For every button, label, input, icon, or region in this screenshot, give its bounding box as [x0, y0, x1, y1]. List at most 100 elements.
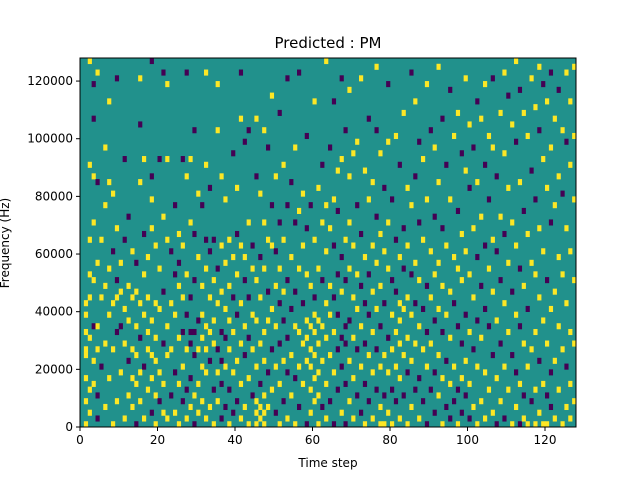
heatmap-cell [122, 156, 127, 163]
heatmap-cell [99, 363, 104, 370]
heatmap-cell [463, 167, 468, 174]
heatmap-cell [459, 277, 464, 284]
heatmap-cell [103, 340, 108, 347]
heatmap-cell [83, 300, 89, 307]
heatmap-cell [281, 236, 286, 243]
heatmap-cell [568, 380, 573, 387]
heatmap-cell [180, 363, 185, 370]
heatmap-cell [525, 421, 530, 428]
heatmap-cell [204, 236, 209, 243]
heatmap-cell [176, 334, 182, 341]
heatmap-cell [300, 190, 306, 197]
heatmap-cell [285, 202, 290, 209]
heatmap-cell [258, 190, 263, 197]
heatmap-cell [517, 380, 523, 387]
heatmap-cell [289, 254, 294, 261]
heatmap-cell [331, 294, 337, 301]
heatmap-cell [83, 398, 89, 405]
heatmap-cell [196, 380, 201, 387]
heatmap-cell [153, 300, 158, 307]
heatmap-cell [541, 248, 546, 255]
heatmap-cell [448, 334, 453, 341]
heatmap-cell [142, 271, 147, 278]
heatmap-cell [145, 294, 151, 301]
heatmap-cell [83, 311, 89, 318]
heatmap-cell [122, 415, 127, 422]
heatmap-cell [455, 207, 461, 214]
heatmap-cell [122, 236, 127, 243]
heatmap-cell [328, 311, 333, 318]
heatmap-cell [200, 282, 205, 289]
heatmap-cell [541, 421, 546, 428]
heatmap-cell [448, 288, 453, 295]
heatmap-cell [328, 352, 333, 359]
heatmap-cell [506, 328, 511, 336]
x-tick-label: 120 [534, 433, 557, 447]
heatmap-cell [424, 81, 430, 88]
heatmap-cell [176, 282, 182, 289]
heatmap-cell [517, 421, 523, 428]
heatmap-cell [351, 294, 356, 301]
heatmap-cell [196, 254, 201, 261]
heatmap-cell [506, 92, 511, 99]
heatmap-cell [122, 340, 127, 347]
heatmap-cell [335, 207, 340, 214]
heatmap-cell [436, 63, 441, 70]
heatmap-cell [289, 352, 294, 359]
heatmap-cell [196, 409, 201, 416]
heatmap-cell [180, 294, 185, 301]
heatmap-cell [452, 254, 457, 261]
heatmap-cell [393, 363, 399, 370]
heatmap-cell [316, 369, 321, 376]
heatmap-cell [165, 323, 170, 330]
heatmap-cell [552, 288, 557, 295]
heatmap-cell [266, 317, 271, 324]
heatmap-cell [471, 294, 476, 301]
heatmap-cell [459, 230, 464, 238]
heatmap-cell [409, 403, 414, 411]
heatmap-cell [424, 421, 430, 428]
heatmap-cell [254, 363, 259, 370]
heatmap-cell [149, 375, 154, 382]
heatmap-cell [502, 300, 507, 307]
heatmap-cell [204, 415, 209, 422]
heatmap-cell [165, 156, 170, 163]
heatmap-cell [413, 386, 418, 393]
heatmap-cell [262, 265, 267, 272]
heatmap-cell [169, 346, 174, 353]
heatmap-cell [382, 184, 387, 191]
y-axis-label: Frequency (Hz) [0, 198, 12, 289]
heatmap-cell [452, 300, 457, 307]
heatmap-cell [169, 248, 174, 255]
y-tick-label: 0 [65, 420, 73, 434]
heatmap-cell [479, 115, 484, 122]
heatmap-cell [386, 369, 391, 376]
heatmap-cell [525, 363, 530, 370]
heatmap-cell [347, 173, 352, 180]
heatmap-cell [432, 369, 437, 376]
heatmap-cell [390, 311, 395, 318]
heatmap-cell [490, 409, 495, 416]
heatmap-cell [184, 346, 189, 353]
heatmap-cell [157, 398, 162, 405]
heatmap-cell [409, 69, 414, 76]
heatmap-cell [517, 323, 523, 330]
x-tick-label: 20 [150, 433, 165, 447]
heatmap-cell [382, 300, 387, 307]
heatmap-cell [324, 248, 329, 255]
heatmap-cell [161, 409, 166, 416]
heatmap-cell [421, 156, 426, 163]
heatmap-cell [370, 328, 375, 336]
heatmap-cell [130, 375, 135, 382]
heatmap-cell [417, 323, 422, 330]
heatmap-cell [242, 254, 247, 261]
heatmap-cell [393, 132, 399, 140]
heatmap-cell [463, 248, 468, 255]
heatmap-cell [506, 259, 511, 266]
heatmap-cell [173, 311, 178, 318]
heatmap-cell [176, 230, 182, 238]
heatmap-cell [204, 161, 209, 168]
heatmap-cell [386, 138, 391, 145]
heatmap-cell [153, 334, 158, 341]
heatmap-cell [227, 386, 232, 393]
